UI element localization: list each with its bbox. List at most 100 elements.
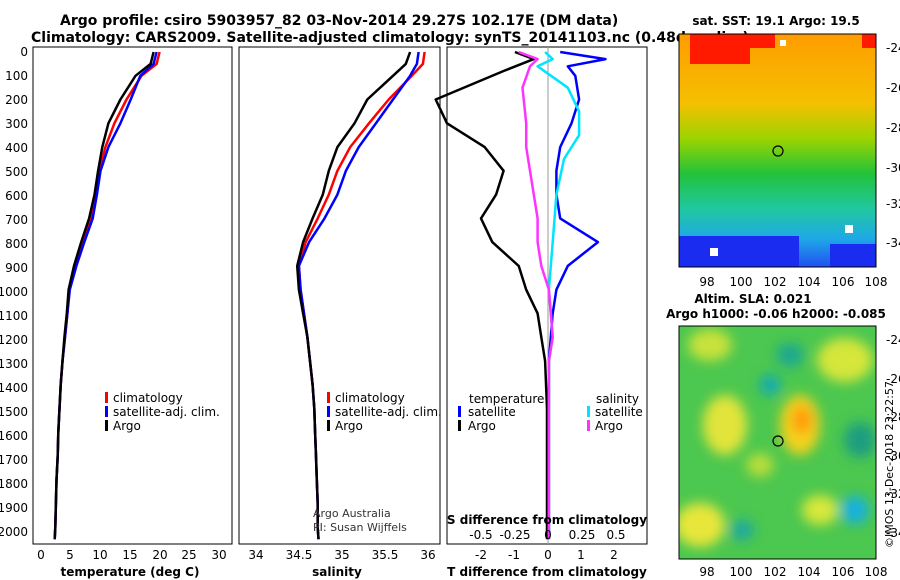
temperature-x-ticks: 0 5 10 15 20 25 30 — [37, 548, 226, 562]
ytick-label: 1400 — [0, 381, 28, 395]
t-difference-ticks: -2 -1 0 1 2 — [475, 548, 618, 562]
sla-map-subtitle: Argo h1000: -0.06 h2000: -0.085 — [666, 307, 886, 321]
legend-swatch-climatology — [105, 392, 108, 403]
ytick-label: 400 — [5, 141, 28, 155]
ytick-label: 900 — [5, 261, 28, 275]
ytick-label: 200 — [5, 93, 28, 107]
ytick-label: 100 — [5, 69, 28, 83]
ytick-label: -34 — [886, 236, 900, 250]
temperature-series — [53, 51, 161, 540]
sst-no-data-patch — [780, 40, 786, 46]
legend-label-satellite: satellite-adj. clim. — [335, 405, 442, 419]
sst-warm-patch — [750, 34, 775, 48]
ytick-label: 1800 — [0, 477, 28, 491]
ytick-label: -26 — [886, 81, 900, 95]
ytick-label: -26 — [886, 372, 900, 386]
ytick-label: -32 — [886, 197, 900, 211]
sst-map-panel: sat. SST: 19.1 Argo: 19.5 -24 -26 -28 -3… — [678, 14, 900, 289]
ytick-label: 1500 — [0, 405, 28, 419]
sla-anomaly — [679, 503, 725, 547]
xtick-label: 10 — [92, 548, 107, 562]
xtick-label: 30 — [211, 548, 226, 562]
ytick-label: 1900 — [0, 501, 28, 515]
ytick-label: -32 — [886, 487, 900, 501]
temperature-panel: 0 100 200 300 400 500 600 700 800 900 10… — [0, 45, 233, 579]
sla-map-title: Altim. SLA: 0.021 — [694, 292, 811, 306]
ytick-label: -24 — [886, 333, 900, 347]
legend-label-satellite: satellite-adj. clim. — [113, 405, 220, 419]
sla-map-frame — [678, 325, 877, 560]
xtick-label: 35.5 — [372, 548, 399, 562]
differences-line-t-satellite — [547, 50, 607, 540]
credit-argo-australia: Argo Australia — [313, 507, 391, 520]
sst-cold-patch — [830, 244, 876, 267]
ytick-label: -28 — [886, 410, 900, 424]
differences-line-s-satellite — [536, 51, 581, 540]
xtick-label: 2 — [610, 548, 618, 562]
salinity-line-argo — [295, 51, 412, 540]
salinity-xlabel: salinity — [312, 565, 362, 579]
ytick-label: 1000 — [0, 285, 28, 299]
ytick-label: 2000 — [0, 525, 28, 539]
ytick-label: -30 — [886, 449, 900, 463]
sla-anomaly — [703, 395, 747, 455]
footer-credit: ©IMOS 13-Dec-2018 23:22:57 — [883, 381, 896, 548]
legend-swatch-t-argo — [458, 420, 461, 431]
xtick-label: 100 — [730, 275, 753, 289]
xtick-label: 34 — [248, 548, 263, 562]
xtick-label: 0 — [544, 548, 552, 562]
s-tick-label: -0.25 — [499, 528, 530, 542]
xtick-label: 5 — [66, 548, 74, 562]
differences-line-t-argo — [434, 50, 549, 540]
xtick-label: -1 — [508, 548, 520, 562]
legend-title-temperature: temperature — [469, 392, 544, 406]
legend-label-climatology: climatology — [113, 391, 183, 405]
legend-swatch-argo — [105, 420, 108, 431]
xtick-label: 34.5 — [286, 548, 313, 562]
sst-map-title: sat. SST: 19.1 Argo: 19.5 — [692, 14, 859, 28]
sla-anomaly — [841, 496, 869, 524]
s-tick-label: 0.5 — [606, 528, 625, 542]
ytick-label: 1300 — [0, 357, 28, 371]
ytick-label: 300 — [5, 117, 28, 131]
s-difference-label: S difference from climatology — [447, 513, 647, 527]
s-difference-ticks: -0.5 -0.25 0 0.25 0.5 — [469, 528, 625, 542]
s-tick-label: 0 — [544, 528, 552, 542]
sst-argo-location-marker — [772, 145, 784, 157]
ytick-label: -30 — [886, 161, 900, 175]
figure-title-line2: Climatology: CARS2009. Satellite-adjuste… — [31, 30, 749, 46]
xtick-label: 102 — [764, 275, 787, 289]
ytick-label: 600 — [5, 189, 28, 203]
temperature-line-argo — [53, 51, 155, 540]
sla-anomaly — [760, 375, 780, 395]
ytick-label: -34 — [886, 526, 900, 540]
temperature-legend: climatology satellite-adj. clim. Argo — [105, 391, 220, 433]
salinity-panel: 34 34.5 35 35.5 36 salinity climatology … — [238, 46, 442, 579]
legend-swatch-argo — [327, 420, 330, 431]
sst-warm-patch — [862, 34, 876, 48]
sla-argo-location-marker — [772, 435, 784, 447]
xtick-label: 35 — [334, 548, 349, 562]
ytick-label: 1600 — [0, 429, 28, 443]
legend-label-s-satellite: satellite — [595, 405, 643, 419]
xtick-label: 1 — [577, 548, 585, 562]
credit-pi: PI: Susan Wijffels — [313, 521, 407, 534]
xtick-label: 102 — [764, 565, 787, 579]
ytick-label: -24 — [886, 41, 900, 55]
sst-map-frame — [678, 33, 877, 268]
legend-label-s-argo: Argo — [595, 419, 623, 433]
xtick-label: 106 — [832, 275, 855, 289]
ytick-label: 700 — [5, 213, 28, 227]
xtick-label: 108 — [865, 275, 888, 289]
xtick-label: 0 — [37, 548, 45, 562]
sst-no-data-patch — [710, 248, 718, 256]
legend-label-t-argo: Argo — [468, 419, 496, 433]
salinity-line-climatology — [297, 51, 426, 540]
salinity-legend: climatology satellite-adj. clim. Argo — [327, 391, 442, 433]
xtick-label: 106 — [832, 565, 855, 579]
legend-label-argo: Argo — [335, 419, 363, 433]
sla-anomaly — [730, 520, 754, 540]
sst-warm-patch — [690, 34, 750, 64]
figure-title-line1: Argo profile: csiro 5903957_82 03-Nov-20… — [60, 13, 618, 29]
sla-anomaly — [746, 453, 774, 477]
